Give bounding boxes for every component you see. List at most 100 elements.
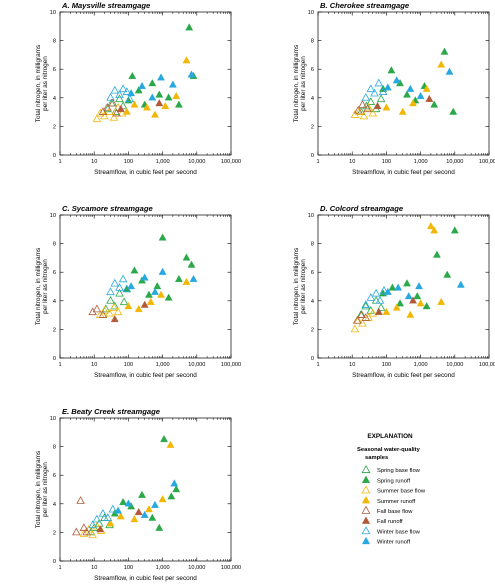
- x-tick-label: 10,000: [446, 362, 463, 368]
- data-point: [366, 97, 376, 105]
- data-point: [361, 92, 371, 101]
- data-point: [432, 250, 441, 258]
- data-point: [362, 101, 371, 110]
- y-tick-label: 0: [311, 153, 314, 159]
- legend-item: Summer runoff: [361, 496, 416, 505]
- x-tick-label: 1,000: [414, 362, 428, 368]
- data-point: [358, 100, 367, 108]
- data-point: [164, 93, 173, 101]
- data-point: [110, 314, 119, 323]
- x-tick-label: 100: [382, 159, 391, 165]
- data-point: [398, 107, 407, 115]
- data-point: [157, 73, 165, 81]
- data-point: [388, 283, 397, 291]
- legend-marker: [361, 516, 371, 524]
- x-tick-label: 100,000: [221, 565, 241, 571]
- data-point: [106, 92, 115, 101]
- data-point: [115, 283, 124, 291]
- x-axis-label: Streamflow, in cubic feet per second: [352, 169, 455, 176]
- data-point: [445, 67, 454, 75]
- data-point: [359, 111, 369, 120]
- data-point: [350, 324, 360, 333]
- data-point: [110, 278, 120, 287]
- y-tick-label: 8: [311, 242, 314, 248]
- data-point: [155, 90, 164, 98]
- series-fall-base-flow: [353, 100, 372, 114]
- data-point: [366, 293, 376, 301]
- data-point: [361, 300, 371, 308]
- panel-C: 1 10 100 1,000 10,000 100,000 0 2 4 6 8 10 C. Sycamo…: [35, 204, 241, 379]
- data-point: [148, 513, 157, 521]
- data-point: [366, 84, 376, 93]
- data-point: [357, 310, 367, 318]
- x-tick-label: 1: [316, 159, 319, 165]
- data-point: [430, 100, 439, 108]
- data-point: [383, 287, 392, 295]
- data-point: [79, 528, 89, 537]
- data-point: [182, 56, 191, 64]
- data-point: [114, 506, 123, 514]
- data-point: [127, 89, 136, 97]
- data-point: [409, 296, 417, 304]
- data-point: [161, 101, 170, 110]
- series-winter-runoff: [127, 70, 196, 101]
- y-tick-label: 2: [311, 327, 314, 333]
- x-tick-label: 100: [124, 159, 133, 165]
- y-axis-label-line2: per liter as nitrogen: [42, 462, 49, 517]
- legend-marker: [361, 526, 371, 535]
- data-point: [168, 80, 177, 88]
- data-point: [98, 107, 108, 115]
- x-tick-label: 100: [124, 362, 133, 368]
- y-tick-label: 0: [53, 153, 56, 159]
- series-winter-runoff: [383, 280, 465, 300]
- legend-label: Fall runoff: [377, 519, 403, 525]
- data-point: [422, 84, 431, 92]
- data-point: [166, 440, 175, 448]
- y-axis-label-line1: Total nitrogen, in milligrams: [35, 45, 42, 122]
- data-point: [363, 104, 372, 113]
- data-point: [368, 308, 378, 317]
- data-point: [140, 273, 149, 281]
- y-tick-label: 4: [53, 502, 56, 508]
- series-winter-runoff: [383, 67, 454, 100]
- data-point: [124, 499, 133, 507]
- data-point: [378, 87, 388, 95]
- legend-item: Spring base flow: [361, 464, 421, 474]
- data-point: [155, 99, 164, 107]
- data-point: [108, 504, 118, 513]
- x-axis-label: Streamflow, in cubic feet per second: [94, 169, 197, 176]
- data-point: [124, 302, 133, 310]
- data-point: [148, 93, 157, 101]
- data-point: [134, 304, 143, 313]
- data-point: [100, 111, 109, 120]
- data-point: [118, 274, 128, 283]
- series-spring-runoff: [379, 226, 459, 310]
- series-winter-runoff: [114, 479, 179, 518]
- series-fall-runoff: [116, 99, 164, 112]
- x-tick-label: 1: [58, 362, 61, 368]
- data-point: [387, 66, 396, 74]
- y-tick-label: 4: [311, 299, 314, 305]
- data-point: [422, 302, 431, 310]
- data-point: [92, 304, 102, 313]
- series-fall-runoff: [373, 94, 434, 110]
- data-point: [164, 293, 173, 301]
- data-point: [396, 299, 404, 307]
- y-tick-label: 2: [53, 530, 56, 536]
- data-point: [98, 310, 108, 318]
- panel-title: B. Cherokee streamgage: [320, 1, 410, 10]
- data-point: [430, 226, 439, 234]
- legend-title: EXPLANATION: [367, 433, 413, 440]
- panel-B: 1 10 100 1,000 10,000 100,000 0 2 4 6 8 10 B. Cherok…: [293, 1, 495, 176]
- y-tick-label: 8: [53, 445, 56, 451]
- data-point: [103, 513, 113, 521]
- data-point: [113, 307, 123, 316]
- data-point: [158, 233, 167, 241]
- data-point: [134, 86, 143, 94]
- x-tick-label: 10,000: [188, 362, 205, 368]
- legend-item: Fall runoff: [361, 516, 403, 525]
- x-axis-label: Streamflow, in cubic feet per second: [94, 575, 197, 582]
- y-tick-label: 6: [53, 270, 56, 276]
